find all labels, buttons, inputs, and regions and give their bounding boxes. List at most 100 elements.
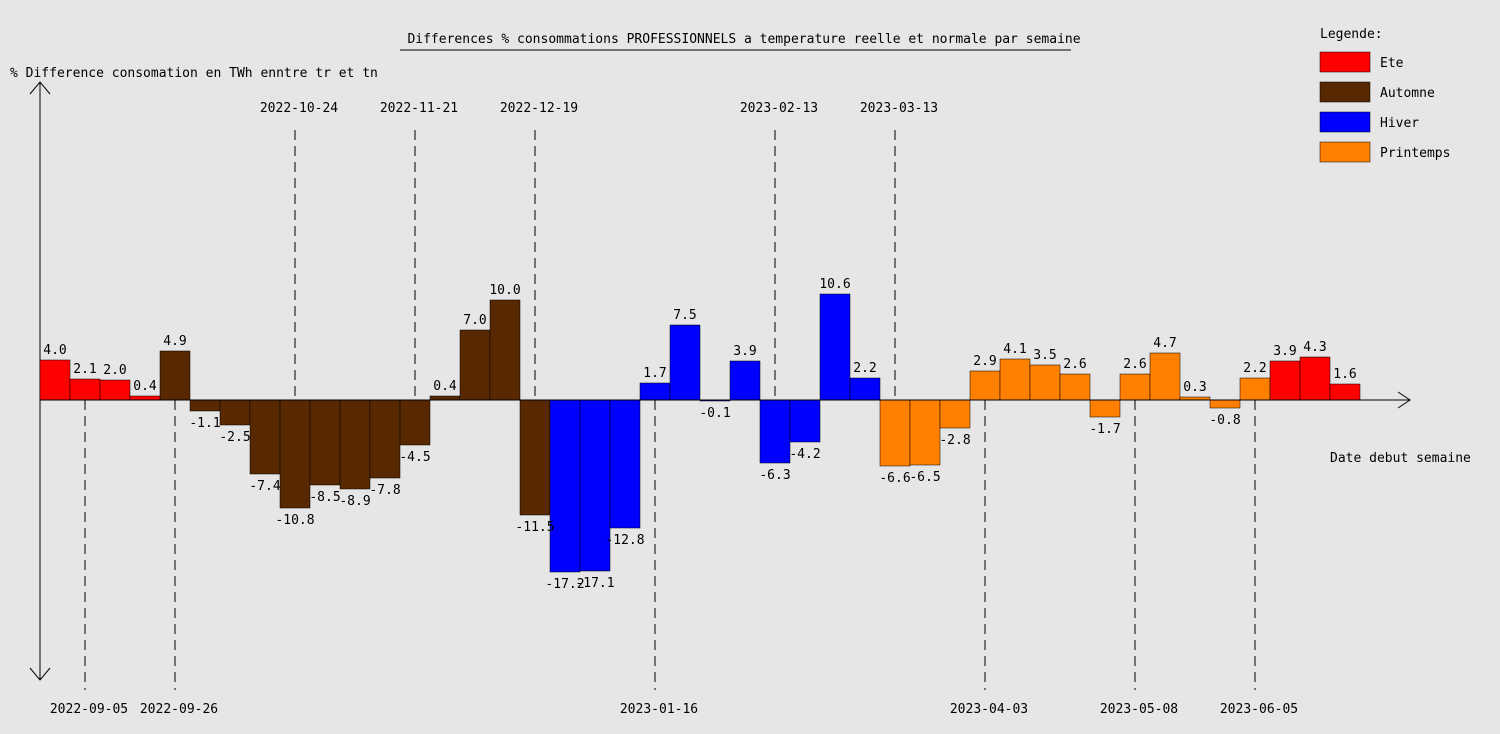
bar	[309, 399, 341, 486]
bar-value-label: -2.5	[219, 430, 250, 445]
bar	[189, 399, 221, 412]
bar	[609, 399, 641, 529]
bar-value-label: 4.7	[1153, 336, 1176, 351]
bar	[819, 293, 851, 401]
date-marker-label: 2023-06-05	[1220, 702, 1298, 717]
date-marker-label: 2023-02-13	[740, 101, 818, 116]
bar	[1329, 383, 1361, 401]
bar	[879, 399, 911, 467]
date-marker-label: 2023-04-03	[950, 702, 1028, 717]
bar	[129, 395, 161, 401]
bar	[249, 399, 281, 475]
date-marker-label: 2023-01-16	[620, 702, 698, 717]
bar	[1089, 399, 1121, 418]
bar-value-label: -7.8	[369, 483, 400, 498]
bar	[579, 399, 611, 572]
bar	[489, 299, 521, 401]
bar-value-label: -6.6	[879, 471, 910, 486]
date-marker-label: 2022-12-19	[500, 101, 578, 116]
legend-title: Legende:	[1320, 27, 1383, 42]
bar	[1059, 373, 1091, 401]
bar	[939, 399, 971, 429]
x-axis-group	[40, 391, 1411, 409]
bar	[549, 399, 581, 573]
bar-value-label: 3.9	[1273, 344, 1296, 359]
bar-value-label: -12.8	[605, 533, 644, 548]
legend-swatch-hiver	[1319, 111, 1371, 133]
bar-value-label: -4.2	[789, 447, 820, 462]
date-marker-label: 2022-10-24	[260, 101, 338, 116]
date-marker-label: 2023-05-08	[1100, 702, 1178, 717]
bar-value-label: 2.9	[973, 354, 996, 369]
bar	[429, 395, 461, 401]
bar-value-label: -1.1	[189, 416, 220, 431]
date-marker-label: 2022-09-05	[50, 702, 128, 717]
bar	[639, 382, 671, 401]
legend-label-printemps: Printemps	[1380, 146, 1450, 161]
date-marker-label: 2023-03-13	[860, 101, 938, 116]
bar-value-label: -1.7	[1089, 422, 1120, 437]
bar-value-label: 3.9	[733, 344, 756, 359]
bar	[1269, 360, 1301, 401]
bar	[1299, 356, 1331, 401]
bar-value-label: -2.8	[939, 433, 970, 448]
bar-value-label: -8.9	[339, 494, 370, 509]
bar-value-label: 0.4	[133, 379, 157, 394]
y-axis-arrow-top	[29, 81, 51, 95]
bar	[69, 378, 101, 401]
bar-value-label: 2.1	[73, 362, 96, 377]
bar-value-label: 4.0	[43, 343, 66, 358]
bar-value-label: 2.6	[1063, 357, 1086, 372]
bar-value-label: 2.6	[1123, 357, 1146, 372]
bar	[1029, 364, 1061, 401]
bar-value-label: 7.5	[673, 308, 696, 323]
y-axis-arrow-bottom	[29, 667, 51, 681]
bar-value-label: 10.0	[489, 283, 520, 298]
bar	[399, 399, 431, 446]
bar	[279, 399, 311, 509]
bar	[1209, 399, 1241, 409]
legend-swatch-printemps	[1319, 141, 1371, 163]
bar	[1239, 377, 1271, 401]
bar	[849, 377, 881, 401]
bar	[729, 360, 761, 401]
bar-value-label: 2.2	[853, 361, 876, 376]
x-axis-arrow	[1397, 391, 1411, 409]
bar	[459, 329, 491, 401]
bar-value-label: 4.9	[163, 334, 186, 349]
bar-value-label: 2.2	[1243, 361, 1266, 376]
bar	[789, 399, 821, 443]
date-marker-label: 2022-09-26	[140, 702, 218, 717]
legend-label-ete: Ete	[1380, 56, 1404, 71]
bar	[39, 359, 71, 401]
bar-value-label: 2.0	[103, 363, 126, 378]
value-labels: 4.0 2.1 2.0 0.4 4.9 -1.1-2.5 -7.4 -10.8 -8.5-8.9…	[43, 277, 1356, 592]
bar	[1149, 352, 1181, 401]
date-marker-label: 2022-11-21	[380, 101, 458, 116]
bar-value-label: -0.8	[1209, 413, 1240, 428]
bar	[999, 358, 1031, 401]
bar-value-label: -8.5	[309, 490, 340, 505]
y-axis-label: % Difference consomation en TWh enntre t…	[10, 66, 378, 81]
bar-value-label: -0.1	[699, 406, 730, 421]
bar	[1119, 373, 1151, 401]
bar-value-label: 0.3	[1183, 380, 1206, 395]
bar	[99, 379, 131, 401]
bar-value-label: -7.4	[249, 479, 280, 494]
legend: Legende: Ete Automne Hiver Printemps	[1319, 27, 1450, 163]
bar-value-label: -4.5	[399, 450, 430, 465]
bar-value-label: -10.8	[275, 513, 314, 528]
bar-value-label: 7.0	[463, 313, 486, 328]
bars	[39, 293, 1361, 573]
bar-value-label: -17.1	[575, 576, 614, 591]
bar	[339, 399, 371, 490]
bar	[369, 399, 401, 479]
chart-title: Differences % consommations PROFESSIONNE…	[407, 32, 1080, 47]
bar	[159, 350, 191, 401]
bar-value-label: 1.7	[643, 366, 666, 381]
legend-label-automne: Automne	[1380, 86, 1435, 101]
bar-value-label: -11.5	[515, 520, 554, 535]
bar-value-label: -17.2	[545, 577, 584, 592]
